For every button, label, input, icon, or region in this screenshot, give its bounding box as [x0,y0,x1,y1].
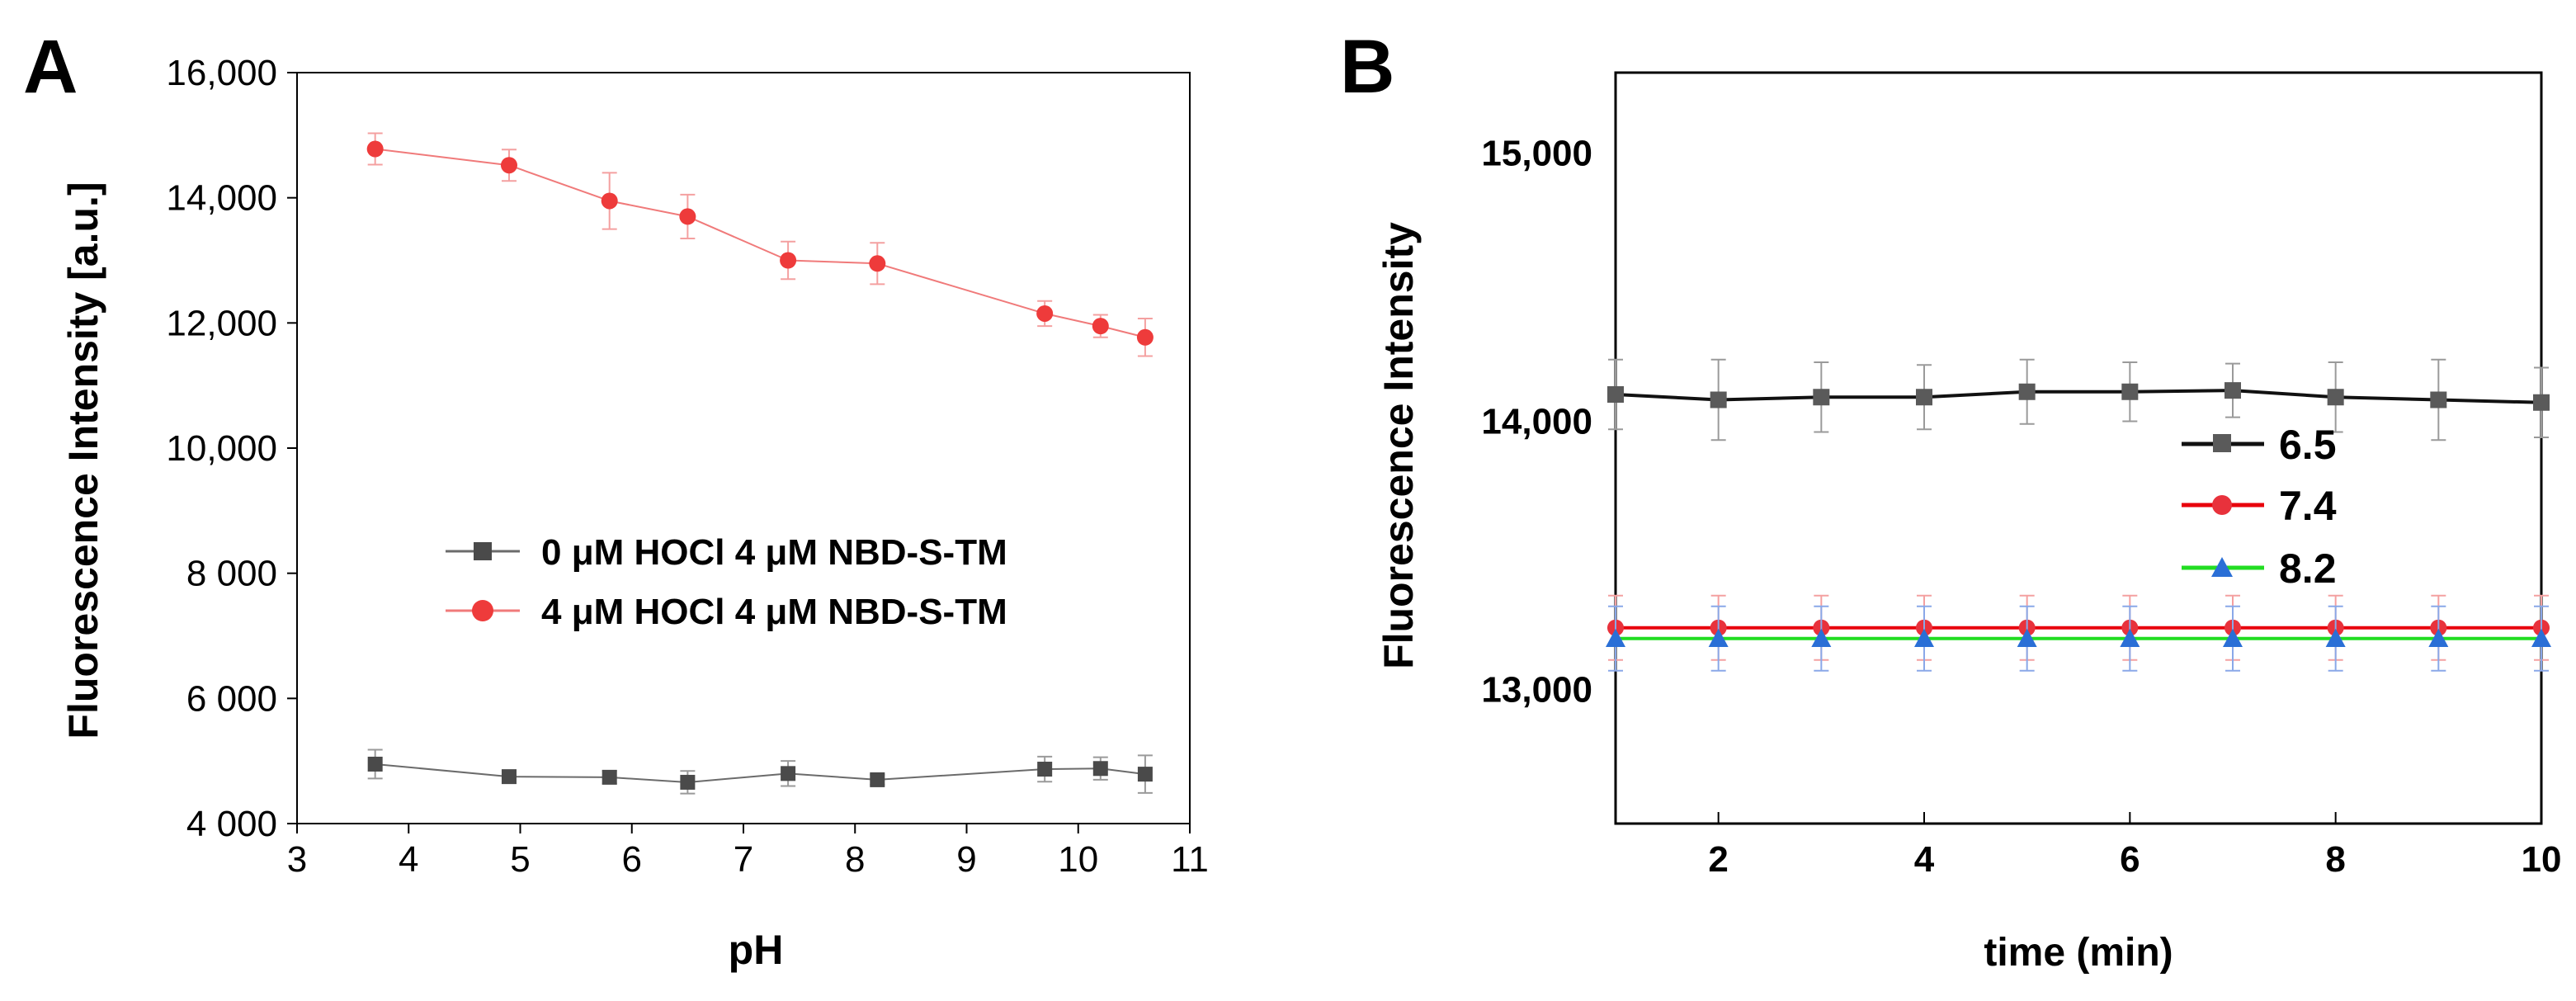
data-point [1092,318,1109,335]
data-point [601,192,618,210]
panel-a-y-tick-label: 8 000 [186,554,277,594]
panel-a-x-axis-label: pH [729,927,784,973]
data-point [602,769,617,785]
panel-b-x-tick-label: 8 [2325,839,2345,880]
panel-b-series [1606,358,2551,672]
panel-a-x-tick-label: 6 [622,839,642,880]
data-point [1813,389,1830,406]
panel-b-y-axis-label: Fluorescence Intensity [1375,222,1422,669]
panel-b-x-tick-label: 10 [2522,839,2562,880]
data-point [2533,394,2550,411]
panel-a-y-axis-label: Fluorescence Intensity [a.u.] [60,182,106,739]
panel-b-y-tick-label: 15,000 [1481,134,1592,174]
legend-label-b-2: 8.2 [2279,545,2337,592]
series-line-6-5 [1615,389,2542,404]
panel-b: B 2 4 6 8 10 13,000 14,000 15,000 time (min) F… [1340,25,2561,975]
panel-b-y-tick-label: 14,000 [1481,402,1592,442]
panel-a-y-tick-label: 10,000 [166,428,277,469]
legend-label-b-0: 6.5 [2279,422,2337,468]
panel-a-y-ticks: 4 000 6 000 8 000 10,000 12,000 14,000 16,000 [166,53,297,844]
panel-a-y-tick-label: 14,000 [166,178,277,219]
data-point [2325,628,2346,647]
panel-a-series [366,132,1154,795]
data-point [366,140,384,158]
panel-b-x-axis-label: time (min) [1984,931,2173,975]
data-point [870,772,885,787]
data-point [1811,628,1832,647]
data-point [1710,391,1727,408]
panel-b-legend: 6.5 7.4 8.2 [2182,422,2337,592]
panel-a: A 3 4 5 6 7 8 9 10 11 4 000 6 000 8 000 10,000 12,00… [23,25,1209,973]
panel-b-plot-frame [1614,71,2543,825]
panel-b-x-ticks: 2 4 6 8 10 [1708,812,2561,880]
data-point [2121,383,2139,400]
series-line-4-m-hocl-4-m-nbd-s-tm [375,148,1146,338]
panel-b-y-ticks: 13,000 14,000 15,000 [1481,134,1592,711]
data-point [367,756,383,772]
data-point [500,157,517,174]
legend-marker-b-1 [2212,495,2232,515]
panel-a-x-tick-label: 9 [956,839,976,880]
data-point [2428,628,2449,647]
panel-a-legend: 0 μM HOCl 4 μM NBD-S-TM 4 μM HOCl 4 μM N… [446,532,1007,632]
data-point [2120,628,2140,647]
panel-a-y-tick-label: 6 000 [186,678,277,719]
data-point [501,769,517,785]
panel-b-y-tick-label: 13,000 [1481,670,1592,711]
data-point [680,774,696,790]
panel-a-x-tick-label: 11 [1171,839,1209,880]
legend-marker-b-2 [2211,557,2233,577]
data-point [780,252,797,269]
data-point [1136,328,1154,346]
data-point [1037,762,1053,777]
data-point [1606,628,1625,647]
data-point [1914,628,1934,647]
panel-a-x-tick-label: 10 [1058,839,1098,880]
panel-a-x-tick-label: 5 [510,839,530,880]
panel-a-x-tick-label: 4 [399,839,418,880]
panel-b-x-tick-label: 2 [1708,839,1728,880]
data-point [1137,767,1153,782]
panel-a-x-tick-label: 8 [845,839,865,880]
data-point [1916,389,1932,406]
panel-a-y-tick-label: 12,000 [166,303,277,343]
panel-a-x-tick-label: 3 [287,839,307,880]
data-point [1607,386,1624,403]
data-point [2017,628,2037,647]
data-point [2327,389,2344,406]
panel-b-label: B [1340,25,1394,109]
legend-marker-a-1 [472,600,493,621]
data-point [2225,382,2241,399]
panel-b-x-tick-label: 4 [1914,839,1935,880]
panel-a-x-tick-label: 7 [734,839,753,880]
legend-label-b-1: 7.4 [2279,483,2337,529]
data-point [2430,391,2447,408]
panel-b-x-tick-label: 6 [2120,839,2140,880]
data-point [2223,628,2243,647]
data-point [869,255,886,272]
panel-a-y-tick-label: 16,000 [166,53,277,93]
data-point [2018,383,2036,400]
legend-marker-a-0 [474,542,492,560]
panel-a-y-tick-label: 4 000 [186,804,277,844]
data-point [1708,628,1729,647]
legend-label-a-0: 0 μM HOCl 4 μM NBD-S-TM [541,532,1007,573]
legend-marker-b-0 [2213,434,2231,452]
series-line-0-m-hocl-4-m-nbd-s-tm [375,763,1146,783]
data-point [2531,628,2551,647]
data-point [679,208,696,225]
panel-a-plot-frame [296,72,1191,824]
data-point [781,766,796,781]
legend-label-a-1: 4 μM HOCl 4 μM NBD-S-TM [541,592,1007,632]
panel-a-x-ticks: 3 4 5 6 7 8 9 10 11 [287,824,1209,880]
data-point [1036,305,1054,322]
panel-a-label: A [23,25,78,109]
data-point [1092,761,1108,777]
